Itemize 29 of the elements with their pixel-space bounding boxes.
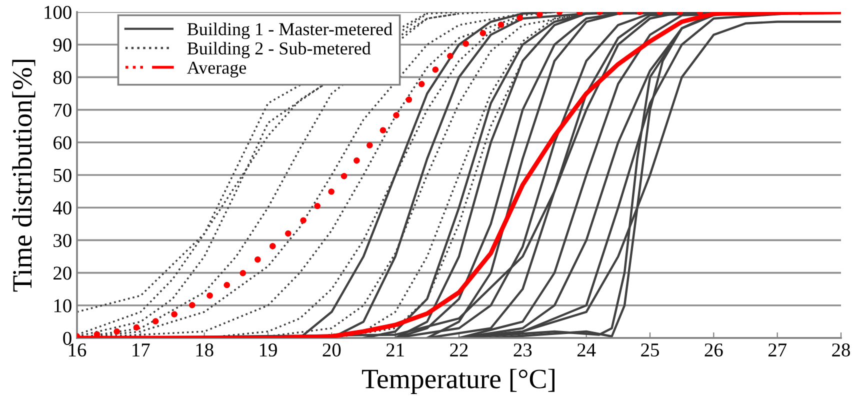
x-tick-label: 26 [704, 343, 723, 357]
y-tick-label: 100 [44, 6, 72, 19]
x-tick-label: 17 [132, 344, 150, 356]
y-tick-label: 90 [53, 38, 72, 52]
x-tick-label: 25 [641, 343, 659, 357]
x-tick-label: 20 [322, 343, 341, 357]
y-tick-label: 80 [53, 71, 72, 84]
x-tick-label: 28 [832, 343, 850, 357]
x-tick-label: 23 [514, 343, 532, 357]
legend-label: Building 1 - Master-metered [187, 22, 392, 40]
x-tick-label: 27 [768, 343, 786, 356]
x-tick-label: 24 [577, 343, 596, 356]
x-tick-label: 16 [68, 343, 86, 357]
x-axis-title: Temperature [°C] [362, 368, 554, 394]
y-tick-label: 50 [54, 168, 72, 182]
x-tick-label: 19 [260, 343, 277, 357]
y-tick-label: 10 [54, 299, 72, 312]
y-axis-title: Time distribution[%] [12, 60, 36, 292]
y-tick-label: 0 [63, 332, 72, 345]
y-tick-label: 60 [54, 136, 72, 150]
y-tick-label: 30 [54, 234, 72, 248]
legend-label: Building 2 - Sub-metered [187, 42, 371, 58]
y-tick-label: 20 [54, 266, 72, 280]
x-tick-label: 22 [450, 343, 468, 356]
y-tick-label: 70 [54, 104, 72, 117]
legend-label: Average [187, 62, 246, 78]
x-tick-label: 21 [386, 343, 404, 356]
x-tick-label: 18 [196, 343, 214, 357]
y-tick-label: 40 [53, 201, 72, 215]
